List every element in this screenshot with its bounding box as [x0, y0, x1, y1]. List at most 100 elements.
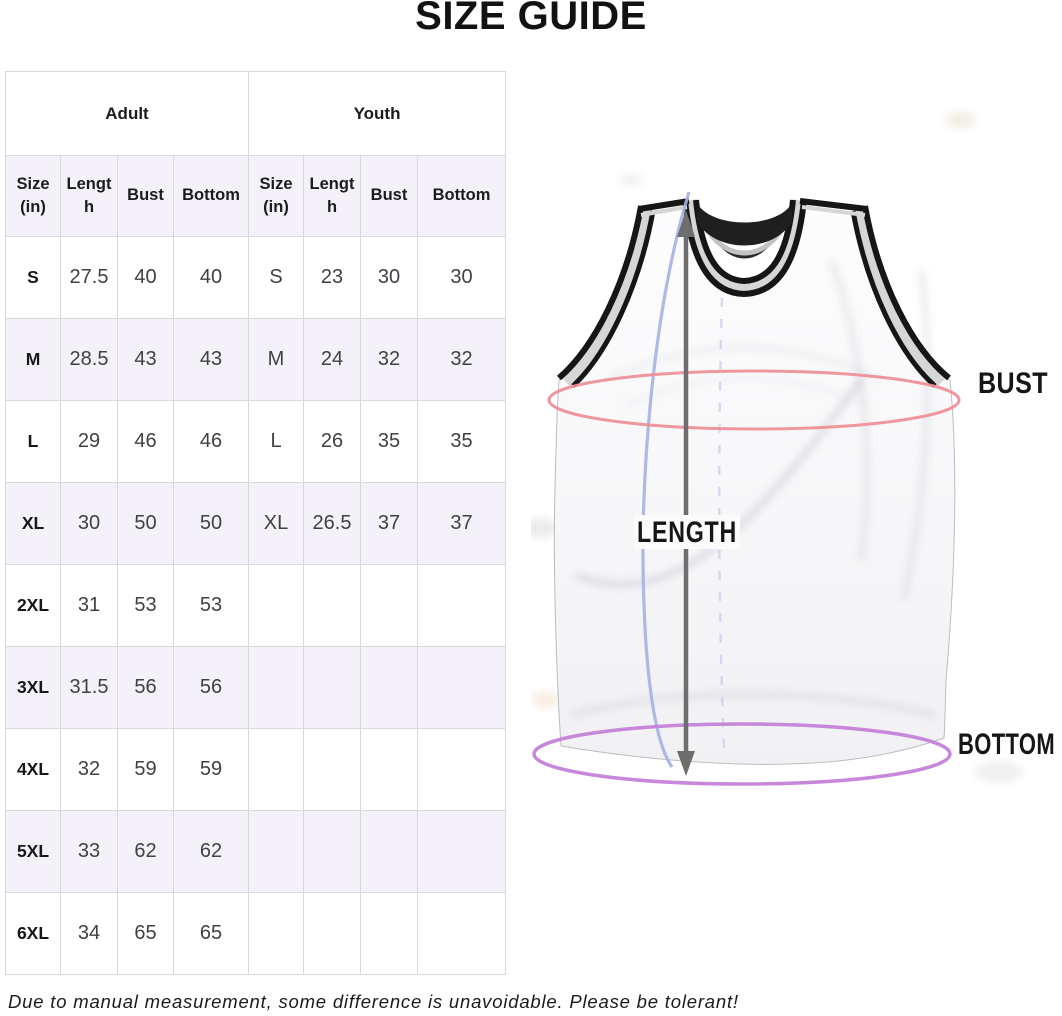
size-row-4xl: 4XL 32 59 59 [5, 728, 507, 811]
size-label-cell: S [5, 236, 61, 319]
left-armhole-trim [557, 205, 656, 388]
size-label-cell [248, 564, 304, 647]
col-header-adult-size: Size (in) [5, 155, 61, 237]
measurement-cell: 30 [360, 236, 418, 319]
size-label-cell: 4XL [5, 728, 61, 811]
size-row-l: L 29 46 46 L 26 35 35 [5, 400, 507, 483]
measurement-cell: 56 [173, 646, 249, 729]
measurement-cell: 53 [173, 564, 249, 647]
fabric-wrinkles [569, 258, 937, 719]
size-label-cell: XL [248, 482, 304, 565]
size-row-6xl: 6XL 34 65 65 [5, 892, 507, 975]
col-header-adult-bust: Bust [117, 155, 174, 237]
size-row-3xl: 3XL 31.5 56 56 [5, 646, 507, 729]
measurement-cell: 37 [416, 482, 507, 565]
measurement-cell: 23 [303, 236, 361, 319]
measurement-cell: 46 [117, 400, 174, 483]
measurement-cell: 24 [303, 318, 361, 401]
size-label-cell [248, 728, 304, 811]
measurement-cell [360, 810, 418, 893]
background-smudges [531, 111, 1023, 783]
measurement-cell [416, 810, 507, 893]
measurement-cell: 56 [117, 646, 174, 729]
measurement-cell: 31 [60, 564, 118, 647]
measurement-cell: 32 [60, 728, 118, 811]
neckline-trim [682, 199, 807, 298]
length-label-backing [634, 515, 740, 549]
measurement-cell: 40 [117, 236, 174, 319]
size-label-cell: 3XL [5, 646, 61, 729]
measurement-cell [416, 564, 507, 647]
size-label-cell: 6XL [5, 892, 61, 975]
size-label-cell: 2XL [5, 564, 61, 647]
bottom-label: BOTTOM [958, 728, 1055, 761]
measurement-cell [303, 892, 361, 975]
right-armhole-trim [850, 205, 951, 388]
col-header-youth-bottom: Bottom [416, 155, 507, 237]
measurement-cell: 33 [60, 810, 118, 893]
measurement-cell: 27.5 [60, 236, 118, 319]
group-header-row: Adult Youth [5, 71, 507, 156]
measurement-cell: 43 [117, 318, 174, 401]
measurement-cell: 62 [117, 810, 174, 893]
measurement-cell: 30 [60, 482, 118, 565]
measurement-cell: 46 [173, 400, 249, 483]
bust-measure-ellipse [547, 369, 961, 431]
footnote-text: Due to manual measurement, some differen… [8, 991, 739, 1012]
measurement-cell: 40 [173, 236, 249, 319]
measurement-cell [303, 810, 361, 893]
measurement-cell: 26 [303, 400, 361, 483]
bust-label: BUST [978, 367, 1048, 400]
size-label-cell: XL [5, 482, 61, 565]
size-label-cell: M [5, 318, 61, 401]
length-label: LENGTH [637, 516, 737, 549]
bottom-measure-ellipse [532, 722, 952, 786]
measurement-cell: 30 [416, 236, 507, 319]
measurement-cell [416, 646, 507, 729]
page-title: SIZE GUIDE [415, 0, 647, 38]
measurement-cell: 32 [416, 318, 507, 401]
measurement-cell: 28.5 [60, 318, 118, 401]
measurement-cell [360, 646, 418, 729]
measurement-cell: 32 [360, 318, 418, 401]
measurement-cell [416, 892, 507, 975]
measurement-cell [360, 892, 418, 975]
size-chart-table: Adult Youth Size (in) Length Bust Bottom… [5, 71, 507, 975]
col-header-youth-bust: Bust [360, 155, 418, 237]
col-header-adult-bottom: Bottom [173, 155, 249, 237]
size-row-2xl: 2XL 31 53 53 [5, 564, 507, 647]
size-label-cell [248, 810, 304, 893]
measurement-cell [360, 564, 418, 647]
measurement-cell: 34 [60, 892, 118, 975]
size-row-5xl: 5XL 33 62 62 [5, 810, 507, 893]
measurement-cell [360, 728, 418, 811]
col-header-adult-length: Length [60, 155, 118, 237]
measurement-cell: 35 [416, 400, 507, 483]
measurement-cell [303, 728, 361, 811]
size-label-cell: L [5, 400, 61, 483]
size-label-cell: M [248, 318, 304, 401]
measurement-cell: 35 [360, 400, 418, 483]
measurement-cell: 53 [117, 564, 174, 647]
measurement-cell: 59 [173, 728, 249, 811]
size-row-xl: XL 30 50 50 XL 26.5 37 37 [5, 482, 507, 565]
length-arrow [677, 210, 695, 776]
measurement-cell: 31.5 [60, 646, 118, 729]
measurement-cell: 50 [173, 482, 249, 565]
measurement-cell: 37 [360, 482, 418, 565]
measurement-cell [303, 646, 361, 729]
measurement-cell: 65 [117, 892, 174, 975]
size-label-cell: 5XL [5, 810, 61, 893]
measurement-cell [416, 728, 507, 811]
measurement-cell: 59 [117, 728, 174, 811]
measurement-cell: 29 [60, 400, 118, 483]
col-header-youth-size: Size (in) [248, 155, 304, 237]
size-row-s: S 27.5 40 40 S 23 30 30 [5, 236, 507, 319]
measurement-cell: 65 [173, 892, 249, 975]
col-header-youth-length: Length [303, 155, 361, 237]
size-row-m: M 28.5 43 43 M 24 32 32 [5, 318, 507, 401]
measurement-cell: 62 [173, 810, 249, 893]
back-collar [696, 206, 793, 259]
size-label-cell: S [248, 236, 304, 319]
